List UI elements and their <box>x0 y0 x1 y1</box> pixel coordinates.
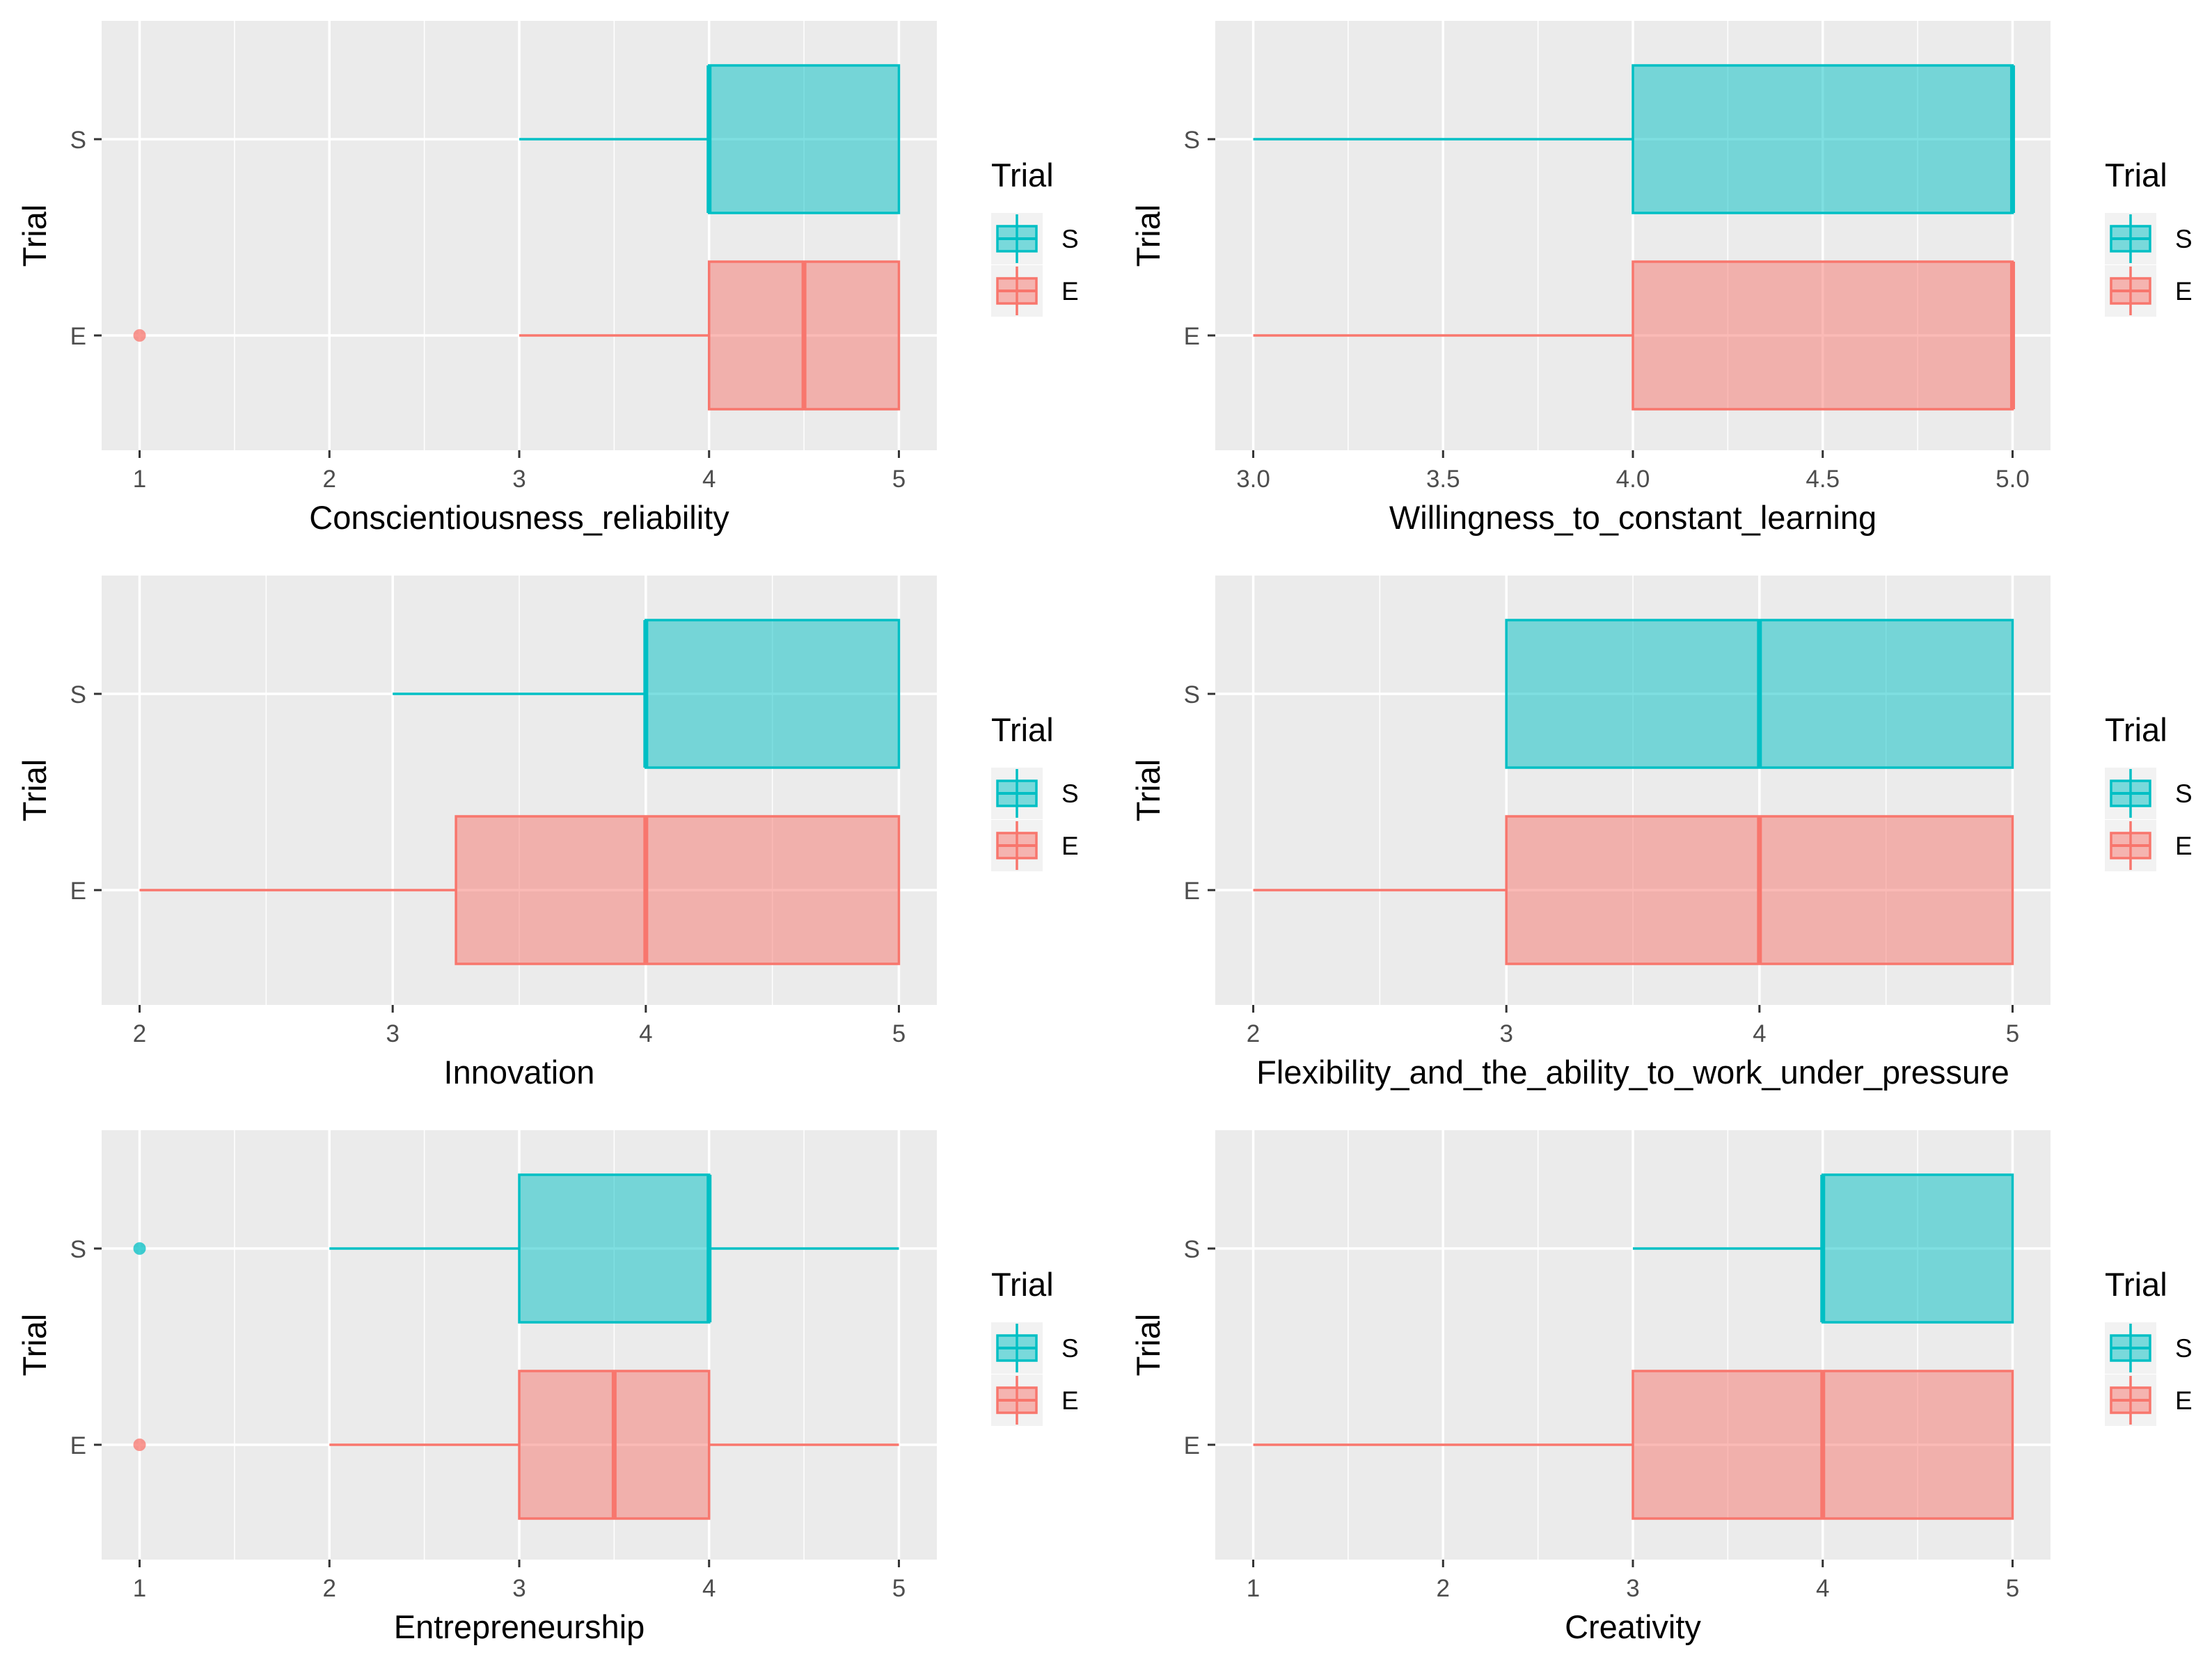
x-tick-label: 2 <box>1247 1020 1260 1047</box>
y-tick-label: E <box>70 878 86 905</box>
y-tick-label: S <box>1184 127 1200 154</box>
x-axis-title: Conscientiousness_reliability <box>309 499 729 536</box>
legend-label-E: E <box>2175 277 2193 306</box>
x-tick-label: 2 <box>323 466 336 493</box>
chart-panel: SE1 2 3 4 5Conscientiousness_reliabilityTria… <box>16 21 1079 536</box>
x-tick-label: 2 <box>323 1575 336 1602</box>
x-tick-label: 3 <box>1626 1575 1639 1602</box>
legend-key-E <box>2105 1374 2156 1426</box>
x-tick-label: 3 <box>1499 1020 1512 1047</box>
x-tick-label: 4 <box>1816 1575 1829 1602</box>
x-tick-label: 1 <box>133 466 146 493</box>
legend-key-E <box>2105 820 2156 871</box>
x-tick-label: 4 <box>1753 1020 1766 1047</box>
x-tick-label: 4 <box>639 1020 652 1047</box>
y-tick-label: S <box>1184 1236 1200 1263</box>
legend-key-S <box>991 213 1043 264</box>
x-tick-label: 1 <box>133 1575 146 1602</box>
x-tick-label: 5 <box>892 1020 906 1047</box>
x-axis-title: Innovation <box>444 1054 595 1091</box>
x-axis-title: Willingness_to_constant_learning <box>1389 499 1877 536</box>
legend-label-E: E <box>1061 1386 1079 1415</box>
box-S <box>518 1173 711 1324</box>
x-tick-label: 5 <box>2006 1020 2019 1047</box>
legend-key-S <box>2105 213 2156 264</box>
legend-label-S: S <box>1061 779 1079 808</box>
chart-panel: SE3.0 3.5 4.0 4.5 5.0Willingness_to_constant… <box>1130 21 2193 536</box>
legend-label-E: E <box>1061 832 1079 860</box>
legend-key-E <box>2105 265 2156 317</box>
legend-label-E: E <box>1061 277 1079 306</box>
y-tick-label: E <box>1184 323 1200 350</box>
y-tick-label: S <box>1184 681 1200 708</box>
legend-label-E: E <box>2175 1386 2193 1415</box>
box-E <box>455 815 901 965</box>
legend-label-S: S <box>2175 779 2193 808</box>
legend-key-S <box>991 1322 1043 1374</box>
chart-panel: SE2 3 4 5Flexibility_and_the_ability_to_wor… <box>1130 576 2193 1091</box>
outlier-point-E <box>133 1439 146 1451</box>
legend-label-S: S <box>2175 225 2193 253</box>
y-tick-label: E <box>70 323 86 350</box>
x-tick-label: 5 <box>892 1575 906 1602</box>
x-tick-label: 3.0 <box>1236 466 1270 493</box>
x-tick-label: 2 <box>1437 1575 1450 1602</box>
box-S <box>1821 1173 2014 1324</box>
x-tick-label: 3.5 <box>1426 466 1460 493</box>
x-tick-label: 5 <box>892 466 906 493</box>
legend-label-E: E <box>2175 832 2193 860</box>
outlier-point-S <box>133 1242 146 1255</box>
y-tick-label: S <box>70 127 86 154</box>
y-tick-label: E <box>70 1432 86 1459</box>
box-S <box>707 64 901 214</box>
x-tick-label: 3 <box>386 1020 399 1047</box>
legend-key-S <box>991 768 1043 819</box>
x-axis-title: Entrepreneurship <box>394 1608 645 1645</box>
legend-key-S <box>2105 1322 2156 1374</box>
x-tick-label: 2 <box>133 1020 146 1047</box>
box-E <box>1632 260 2014 411</box>
y-axis-title: Trial <box>1130 205 1167 267</box>
legend-key-E <box>991 265 1043 317</box>
x-tick-label: 1 <box>1247 1575 1260 1602</box>
legend-key-E <box>991 820 1043 871</box>
legend-title: Trial <box>2105 157 2167 193</box>
x-tick-label: 3 <box>512 466 526 493</box>
y-axis-title: Trial <box>16 759 53 822</box>
x-tick-label: 5.0 <box>1996 466 2030 493</box>
legend-title: Trial <box>2105 711 2167 748</box>
y-tick-label: E <box>1184 878 1200 905</box>
y-axis-title: Trial <box>16 205 53 267</box>
legend-label-S: S <box>2175 1334 2193 1363</box>
outlier-point-E <box>133 329 146 342</box>
x-axis-title: Creativity <box>1565 1608 1701 1645</box>
y-tick-label: S <box>70 1236 86 1263</box>
x-tick-label: 3 <box>512 1575 526 1602</box>
legend-title: Trial <box>991 1266 1054 1303</box>
x-tick-label: 4 <box>702 1575 716 1602</box>
legend-label-S: S <box>1061 225 1079 253</box>
x-tick-label: 4 <box>702 466 716 493</box>
box-S <box>1632 64 2014 214</box>
y-axis-title: Trial <box>16 1314 53 1377</box>
y-axis-title: Trial <box>1130 1314 1167 1377</box>
x-tick-label: 4.0 <box>1616 466 1650 493</box>
legend-title: Trial <box>991 711 1054 748</box>
box-S <box>645 619 901 769</box>
legend-label-S: S <box>1061 1334 1079 1363</box>
legend-key-S <box>2105 768 2156 819</box>
x-tick-label: 5 <box>2006 1575 2019 1602</box>
legend-title: Trial <box>2105 1266 2167 1303</box>
y-tick-label: E <box>1184 1432 1200 1459</box>
legend-key-E <box>991 1374 1043 1426</box>
y-tick-label: S <box>70 681 86 708</box>
y-axis-title: Trial <box>1130 759 1167 822</box>
x-axis-title: Flexibility_and_the_ability_to_work_unde… <box>1256 1054 2009 1091</box>
legend-title: Trial <box>991 157 1054 193</box>
x-tick-label: 4.5 <box>1806 466 1840 493</box>
